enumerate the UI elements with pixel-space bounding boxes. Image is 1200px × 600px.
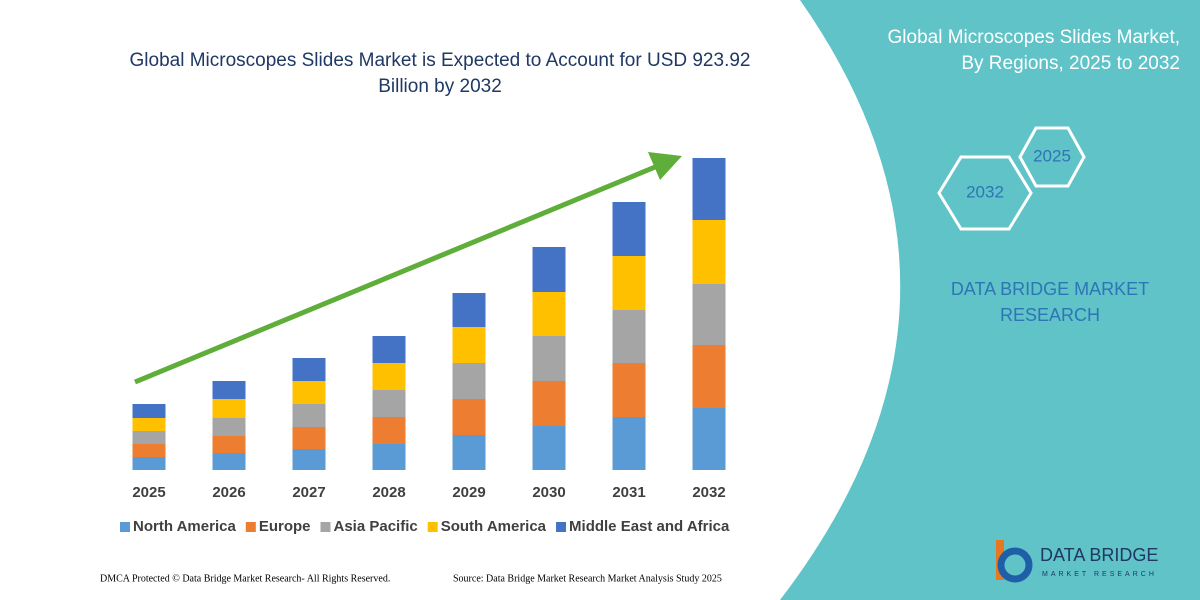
logo-icon <box>996 540 1033 583</box>
legend-swatch <box>245 522 256 532</box>
bar-segment <box>372 417 406 444</box>
bar-segment <box>132 404 166 418</box>
logo-tagline: MARKET RESEARCH <box>1042 571 1157 578</box>
bar-segment <box>692 220 726 284</box>
legend-label: Europe <box>259 518 311 535</box>
x-tick-label: 2029 <box>452 484 485 501</box>
bar-segment <box>532 247 566 292</box>
bar-segment <box>292 404 326 427</box>
bar-segment <box>612 202 646 256</box>
legend-label: Middle East and Africa <box>569 518 730 535</box>
bar-segment <box>212 381 246 399</box>
legend-label: Asia Pacific <box>334 518 418 535</box>
bar-segment <box>132 444 166 457</box>
logo-name: DATA BRIDGE <box>1040 545 1158 565</box>
bar-segment <box>372 444 406 470</box>
bar-segment <box>612 363 646 417</box>
bar-segment <box>532 381 566 426</box>
legend-swatch <box>120 522 130 532</box>
bar-segment <box>212 399 246 418</box>
x-tick-label: 2030 <box>532 484 565 501</box>
hex-label: 2032 <box>966 182 1004 201</box>
legend-label: North America <box>133 518 236 535</box>
bar-segment <box>452 327 486 363</box>
x-tick-label: 2026 <box>212 484 245 501</box>
trend-arrow-head <box>648 152 682 180</box>
bar-segment <box>372 336 406 363</box>
x-tick-label: 2031 <box>612 484 645 501</box>
bar-segment <box>292 449 326 470</box>
footer-source: Source: Data Bridge Market Research Mark… <box>453 573 722 584</box>
x-tick-label: 2028 <box>372 484 405 501</box>
bar-segment <box>532 426 566 470</box>
trend-arrow <box>134 162 661 385</box>
bar-segment <box>132 431 166 444</box>
bar-segment <box>212 436 246 453</box>
footer-copyright: DMCA Protected © Data Bridge Market Rese… <box>100 573 390 584</box>
bar-segment <box>132 418 166 431</box>
legend-swatch <box>427 522 438 532</box>
side-panel-bg <box>780 0 1200 600</box>
side-heading: Global Microscopes Slides Market, By Reg… <box>887 27 1181 74</box>
bar-segment <box>612 256 646 310</box>
bar-segment <box>532 292 566 336</box>
x-tick-label: 2027 <box>292 484 325 501</box>
bar-segment <box>292 427 326 449</box>
legend-swatch <box>320 522 331 532</box>
bar-segment <box>452 293 486 327</box>
bar-segment <box>452 399 486 435</box>
bar-segment <box>292 358 326 381</box>
x-tick-label: 2025 <box>132 484 165 501</box>
bar-segment <box>212 418 246 436</box>
bar-segment <box>372 363 406 390</box>
hexagon <box>1018 126 1086 188</box>
bar-segment <box>132 457 166 470</box>
bar-segment <box>692 345 726 408</box>
side-brand: DATA BRIDGE MARKET RESEARCH <box>950 279 1150 325</box>
bar-segment <box>692 284 726 345</box>
bar-segment <box>612 417 646 470</box>
bar-segment <box>292 381 326 404</box>
chart-title: Global Microscopes Slides Market is Expe… <box>129 50 751 97</box>
bar-segment <box>532 336 566 381</box>
bar-segment <box>452 363 486 399</box>
legend-swatch <box>556 522 567 532</box>
bar-segment <box>692 158 726 220</box>
bar-segment <box>692 408 726 470</box>
bar-segment <box>612 310 646 363</box>
bar-segment <box>212 453 246 470</box>
legend-label: South America <box>441 518 547 535</box>
bar-segment <box>372 390 406 417</box>
bar-segment <box>452 435 486 470</box>
x-tick-label: 2032 <box>692 484 725 501</box>
hexagon <box>937 155 1033 231</box>
hex-label: 2025 <box>1033 146 1071 165</box>
